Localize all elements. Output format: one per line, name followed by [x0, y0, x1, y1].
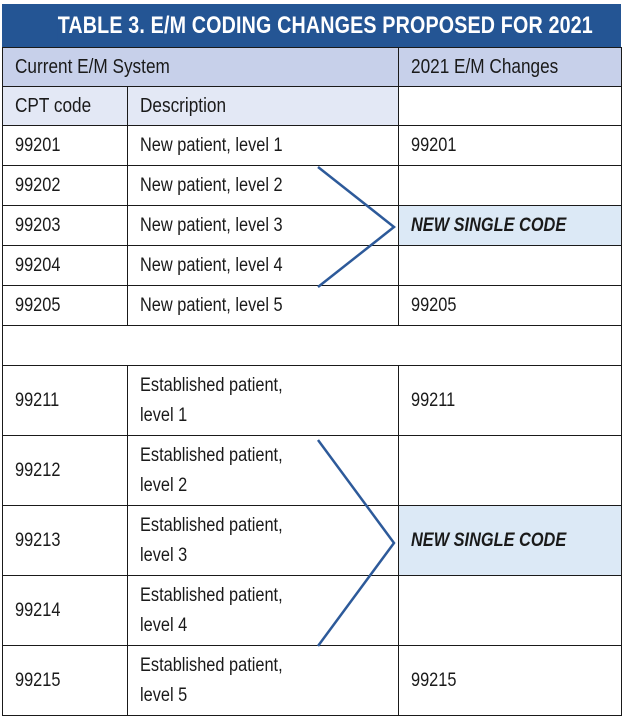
table-row: 99212 Established patient, level 2 — [2, 435, 623, 506]
cpt-code-cell: 99213 — [2, 505, 128, 576]
description-cell: Established patient, level 3 — [126, 505, 400, 576]
new-single-code-cell: NEW SINGLE CODE — [398, 205, 623, 246]
cpt-code-cell: 99215 — [2, 645, 128, 716]
description-cell: Established patient, level 1 — [126, 365, 400, 436]
table-row: 99204 New patient, level 4 — [2, 245, 623, 286]
table-row: 99205 New patient, level 5 99205 — [2, 285, 623, 326]
cpt-code-cell: 99202 — [2, 165, 128, 206]
table-row: 99203 New patient, level 3 NEW SINGLE CO… — [2, 205, 623, 246]
table-row: 99215 Established patient, level 5 99215 — [2, 645, 623, 716]
change-cell: 99215 — [398, 645, 623, 716]
table-row: 99201 New patient, level 1 99201 — [2, 125, 623, 166]
description-header: Description — [126, 86, 400, 126]
cpt-code-cell: 99211 — [2, 365, 128, 436]
changes-2021-header: 2021 E/M Changes — [398, 47, 623, 87]
coding-table-figure: TABLE 3. E/M CODING CHANGES PROPOSED FOR… — [1, 4, 623, 716]
change-cell — [398, 165, 623, 206]
coding-table: Current E/M System 2021 E/M Changes CPT … — [1, 47, 623, 716]
new-single-code-cell: NEW SINGLE CODE — [398, 505, 623, 576]
change-cell: 99201 — [398, 125, 623, 166]
current-system-header: Current E/M System — [1, 47, 400, 87]
change-cell — [398, 435, 623, 506]
change-cell: 99211 — [398, 365, 623, 436]
cpt-code-cell: 99214 — [2, 575, 128, 646]
description-cell: Established patient, level 2 — [126, 435, 400, 506]
description-cell: Established patient, level 5 — [126, 645, 400, 716]
table-row: 99202 New patient, level 2 — [2, 165, 623, 206]
cpt-code-cell: 99212 — [2, 435, 128, 506]
table-row: 99214 Established patient, level 4 — [2, 575, 623, 646]
cpt-code-cell: 99201 — [2, 125, 128, 166]
table-title: TABLE 3. E/M CODING CHANGES PROPOSED FOR… — [57, 4, 593, 47]
cpt-code-cell: 99205 — [2, 285, 128, 326]
change-cell: 99205 — [398, 285, 623, 326]
cpt-code-cell: 99203 — [2, 205, 128, 246]
description-cell: New patient, level 3 — [126, 205, 400, 246]
table-row: 99213 Established patient, level 3 NEW SI… — [2, 505, 623, 576]
spacer-cell — [1, 325, 623, 366]
table-title-bar: TABLE 3. E/M CODING CHANGES PROPOSED FOR… — [2, 4, 621, 47]
spacer-row — [1, 325, 623, 366]
cpt-code-cell: 99204 — [2, 245, 128, 286]
change-cell — [398, 575, 623, 646]
empty-header-cell — [398, 86, 623, 126]
description-cell: New patient, level 5 — [126, 285, 400, 326]
header-row-columns: CPT code Description — [2, 86, 623, 126]
table-row: 99211 Established patient, level 1 99211 — [2, 365, 623, 436]
description-cell: Established patient, level 4 — [126, 575, 400, 646]
header-row-system: Current E/M System 2021 E/M Changes — [1, 47, 623, 87]
cpt-code-header: CPT code — [2, 86, 128, 126]
description-cell: New patient, level 2 — [126, 165, 400, 206]
change-cell — [398, 245, 623, 286]
description-cell: New patient, level 4 — [126, 245, 400, 286]
description-cell: New patient, level 1 — [126, 125, 400, 166]
